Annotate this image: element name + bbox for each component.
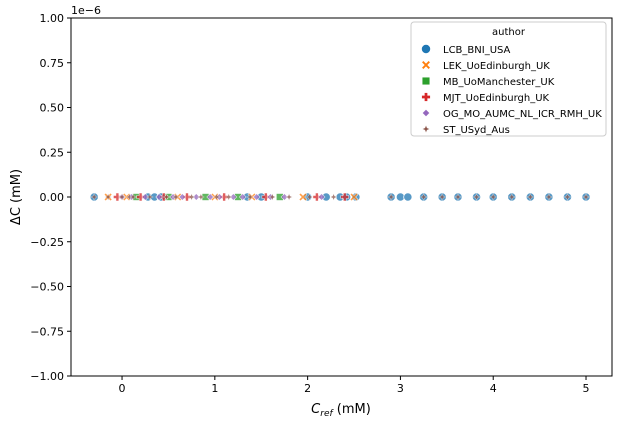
data-point [192,193,201,201]
data-point [162,193,171,201]
data-point [268,193,277,201]
data-point [90,193,99,201]
data-point [285,193,293,201]
x-tick-label: 3 [397,382,404,395]
data-point [582,193,590,201]
y-tick-label: 0.25 [40,146,65,159]
data-point [145,193,154,201]
y-tick-label: −0.75 [30,325,64,338]
legend-marker [421,60,431,70]
y-tick-label: −0.25 [30,236,64,249]
y-tick-label: 0.00 [40,191,65,204]
data-point [312,192,322,202]
data-point [118,193,126,201]
data-point [136,192,145,202]
data-point [238,193,247,201]
y-offset-text: 1e−6 [71,4,101,17]
legend-marker [420,43,432,55]
legend-label: MJT_UoEdinburgh_UK [443,93,550,104]
data-point [280,193,289,201]
data-point [246,193,255,201]
legend-marker [421,124,431,134]
legend-item-lcb-bni-usa: LCB_BNI_USA [420,43,511,56]
legend-label: OG_MO_AUMC_NL_ICR_RMH_UK [443,109,602,120]
x-axis-title: Cref (mM) [311,402,371,419]
legend-item-mjt-uoedinburgh-uk: MJT_UoEdinburgh_UK [421,92,550,104]
y-tick-label: 1.00 [40,12,65,25]
data-point [224,193,233,201]
data-point [298,192,308,202]
data-points [89,192,591,202]
data-point [129,193,138,201]
series-st-usyd-aus [90,193,590,201]
data-point [403,192,413,202]
data-point [305,193,314,201]
data-point [155,193,163,201]
legend: author LCB_BNI_USA LEK_UoEdinburgh_UK MB_Uo… [410,21,607,137]
data-point [171,193,180,201]
y-tick-label: −0.50 [30,281,64,294]
data-point [544,193,553,201]
data-point [141,193,150,201]
data-point [454,193,462,201]
legend-item-lek-uoedinburgh-uk: LEK_UoEdinburgh_UK [421,60,550,72]
data-point [489,193,498,201]
x-tick-label: 4 [490,382,497,395]
legend-box [410,21,607,137]
legend-item-mb-uomanchester-uk: MB_UoManchester_UK [421,76,555,88]
legend-marker [421,108,431,118]
x-axis: 0 1 2 3 4 5 [119,376,590,395]
data-point [526,193,535,201]
legend-label: MB_UoManchester_UK [443,77,555,88]
legend-label: ST_USyd_Aus [443,125,510,136]
series-mjt-uoedinburgh-uk [113,192,350,202]
data-point [252,193,261,201]
data-point [507,193,516,201]
x-tick-label: 5 [583,382,590,395]
legend-label: LEK_UoEdinburgh_UK [443,61,550,72]
data-point [438,193,447,201]
legend-title: author [492,27,526,38]
x-tick-label: 1 [211,382,218,395]
y-tick-label: 0.50 [40,102,65,115]
data-point [104,193,113,201]
x-tick-label: 2 [304,382,311,395]
data-point [113,192,122,202]
data-point [419,193,428,201]
data-point [329,193,338,201]
data-point [349,192,359,202]
legend-marker [421,76,431,86]
data-point [178,193,187,201]
legend-item-st-usyd-aus: ST_USyd_Aus [421,124,510,136]
y-tick-label: −1.00 [30,370,64,383]
data-point [229,193,238,201]
legend-label: LCB_BNI_USA [443,45,511,56]
x-tick-label: 0 [119,382,126,395]
data-point [212,193,221,201]
y-tick-label: 0.75 [40,57,65,70]
data-point [387,193,396,201]
data-point [206,193,215,201]
data-point [317,193,326,201]
y-axis-title: ΔC (mM) [9,169,24,225]
data-point [563,193,572,201]
data-point [187,193,196,201]
legend-marker [421,92,431,102]
data-point [340,192,350,202]
data-point [261,192,271,202]
y-axis: −1.00 −0.75 −0.50 −0.25 0.00 0.25 0.50 0.75 1.00 [30,12,71,383]
data-point [196,193,205,201]
legend-item-og-mo-aumc-nl-icr-rmh-uk: OG_MO_AUMC_NL_ICR_RMH_UK [421,108,602,120]
data-point [472,193,481,201]
